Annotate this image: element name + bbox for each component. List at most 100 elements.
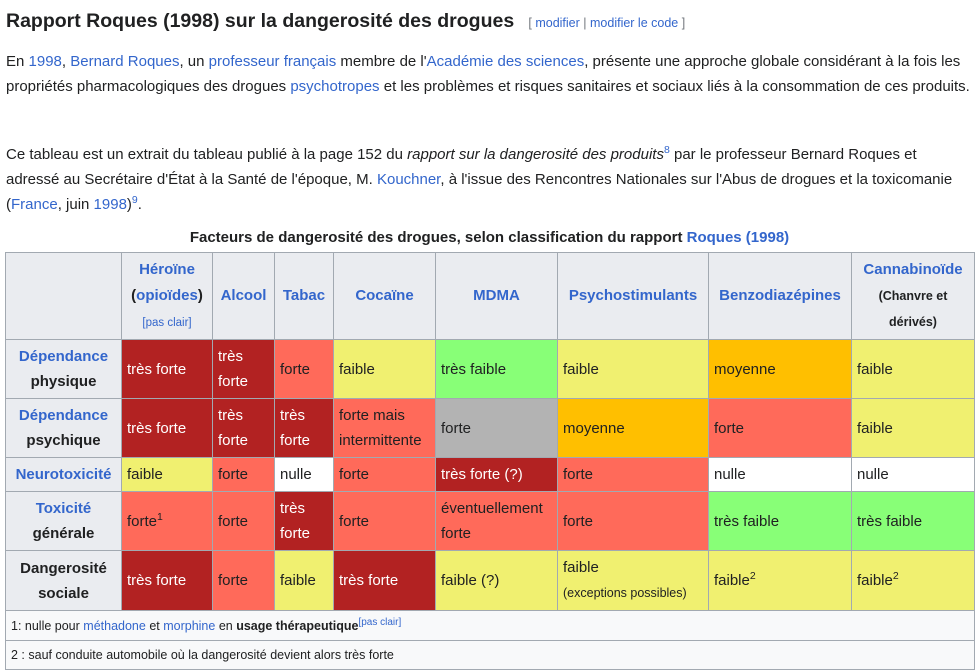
table-cell: forte bbox=[212, 457, 275, 492]
edit-separator: | bbox=[579, 16, 590, 30]
col-psychostimulants-link[interactable]: Psychostimulants bbox=[568, 287, 698, 304]
row-header-label: physique bbox=[30, 373, 97, 390]
edit-code-link[interactable]: modifier le code bbox=[590, 16, 679, 30]
col-cannabinoide-link[interactable]: Cannabinoïde bbox=[863, 261, 963, 278]
table-cell: très faible bbox=[435, 339, 558, 399]
col-mdma-link[interactable]: MDMA bbox=[473, 287, 520, 304]
fn-bold: usage thérapeutique bbox=[236, 619, 359, 633]
intro-paragraph: En 1998, Bernard Roques, un professeur f… bbox=[6, 49, 974, 99]
text: Ce tableau est un extrait du tableau pub… bbox=[6, 146, 408, 163]
table-row: Dépendance psychique très forte très forte t… bbox=[5, 398, 975, 458]
table-body: Dépendance physique très forte très forte fo… bbox=[5, 339, 975, 611]
link-1998-b[interactable]: 1998 bbox=[93, 196, 127, 213]
table-cell: forte bbox=[557, 491, 709, 551]
cell-value: très forte bbox=[127, 360, 187, 378]
text: , juin bbox=[57, 196, 94, 213]
table-cell: très forte bbox=[212, 339, 275, 399]
cell-value: forte bbox=[563, 512, 594, 530]
unclear-note[interactable]: [pas clair] bbox=[142, 317, 192, 329]
row-header-link[interactable]: Neurotoxicité bbox=[15, 466, 112, 483]
cell-value: très faible bbox=[857, 512, 923, 530]
table-cell: nulle bbox=[851, 457, 975, 492]
edit-link[interactable]: modifier bbox=[535, 16, 580, 30]
cell-value: très forte bbox=[218, 348, 249, 390]
table-cell: moyenne bbox=[708, 339, 852, 399]
cell-value: forte bbox=[218, 572, 249, 589]
cell-value: forte bbox=[280, 360, 311, 378]
cell-value: faible bbox=[857, 572, 893, 589]
link-methadone[interactable]: méthadone bbox=[83, 619, 146, 633]
link-kouchner[interactable]: Kouchner bbox=[376, 171, 441, 188]
cell-value: très forte (?) bbox=[441, 466, 523, 483]
row-header-link[interactable]: Toxicité bbox=[35, 500, 92, 517]
footnote-row-1: 1: nulle pour méthadone et morphine en u… bbox=[5, 610, 975, 641]
link-morphine[interactable]: morphine bbox=[163, 619, 216, 633]
cell-value: faible bbox=[714, 572, 750, 589]
col-benzo-link[interactable]: Benzodiazépines bbox=[719, 287, 841, 304]
table-cell: forte bbox=[212, 491, 275, 551]
caption-text: Facteurs de dangerosité des drogues, sel… bbox=[189, 229, 687, 246]
cell-value: très forte bbox=[280, 500, 311, 542]
col-heroine: Héroïne (opioïdes) [pas clair] bbox=[121, 252, 213, 340]
col-tabac: Tabac bbox=[274, 252, 334, 340]
link-psychotropes[interactable]: psychotropes bbox=[290, 78, 380, 95]
cannabis-note: (Chanvre et dérivés) bbox=[878, 289, 948, 329]
fn-text: en bbox=[215, 619, 237, 633]
table-cell: forte1 bbox=[121, 491, 213, 551]
cell-footnote-ref[interactable]: 2 bbox=[892, 570, 899, 582]
table-cell: très forte bbox=[121, 550, 213, 611]
table-cell: forte bbox=[435, 398, 558, 458]
col-psychostimulants: Psychostimulants bbox=[557, 252, 709, 340]
row-header-link[interactable]: Dépendance bbox=[18, 348, 109, 365]
section-title: Rapport Roques (1998) sur la dangerosité… bbox=[6, 10, 515, 32]
table-cell: très forte bbox=[333, 550, 436, 611]
col-tabac-link[interactable]: Tabac bbox=[282, 287, 326, 304]
table-row: Dangerosité sociale très forte forte faible… bbox=[5, 550, 975, 611]
table-cell: très forte bbox=[274, 398, 334, 458]
col-cannabinoide: Cannabinoïde (Chanvre et dérivés) bbox=[851, 252, 975, 340]
cell-value: très faible bbox=[714, 512, 780, 530]
text: , bbox=[61, 53, 71, 70]
caption-link-roques[interactable]: Roques (1998) bbox=[686, 229, 790, 246]
link-professeur[interactable]: professeur français bbox=[208, 53, 337, 70]
link-bernard-roques[interactable]: Bernard Roques bbox=[70, 53, 180, 70]
edit-bracket-open: [ bbox=[528, 16, 536, 30]
cell-value: moyenne bbox=[563, 419, 625, 437]
cell-value: faible bbox=[857, 360, 893, 378]
link-1998[interactable]: 1998 bbox=[28, 53, 62, 70]
col-heroine-link[interactable]: Héroïne bbox=[139, 261, 195, 278]
drug-danger-table: Héroïne (opioïdes) [pas clair] Alcool Taba… bbox=[5, 252, 975, 670]
cell-value: forte bbox=[127, 512, 158, 530]
cell-footnote-ref[interactable]: 1 bbox=[157, 510, 163, 523]
col-mdma: MDMA bbox=[435, 252, 558, 340]
row-header-link[interactable]: Dépendance bbox=[18, 407, 109, 424]
table-cell: faible bbox=[121, 457, 213, 492]
header-corner bbox=[5, 252, 122, 340]
cell-value: éventuellement forte bbox=[441, 500, 543, 542]
table-cell: nulle bbox=[708, 457, 852, 492]
cell-value: faible bbox=[339, 360, 375, 378]
col-alcool-link[interactable]: Alcool bbox=[220, 287, 267, 304]
col-opioides-link[interactable]: opioïdes bbox=[136, 287, 198, 304]
section-heading: Rapport Roques (1998) sur la dangerosité… bbox=[6, 10, 976, 40]
table-cell: très forte bbox=[121, 398, 213, 458]
cell-value: très faible bbox=[441, 360, 507, 378]
table-cell: très faible bbox=[851, 491, 975, 551]
text: . bbox=[137, 196, 142, 213]
unclear-note-fn[interactable]: [pas clair] bbox=[358, 616, 402, 628]
reference-8[interactable]: 8 bbox=[663, 144, 670, 156]
cell-value: très forte bbox=[339, 572, 399, 589]
cell-footnote-ref[interactable]: 2 bbox=[749, 570, 756, 582]
reference-9[interactable]: 9 bbox=[131, 194, 138, 206]
cell-value: faible bbox=[563, 360, 599, 378]
row-header-label: Dangerosité sociale bbox=[20, 559, 107, 602]
table-row: Neurotoxicité faible forte nulle forte très f… bbox=[5, 457, 975, 492]
row-header: Dépendance physique bbox=[5, 339, 122, 399]
link-france[interactable]: France bbox=[11, 196, 58, 213]
table-cell: faible bbox=[333, 339, 436, 399]
table-cell: faible2 bbox=[708, 550, 852, 611]
col-cocaine-link[interactable]: Cocaïne bbox=[355, 287, 414, 304]
link-academie[interactable]: Académie des sciences bbox=[426, 53, 585, 70]
cell-value: faible (?) bbox=[441, 572, 500, 589]
cell-value: nulle bbox=[280, 466, 312, 483]
